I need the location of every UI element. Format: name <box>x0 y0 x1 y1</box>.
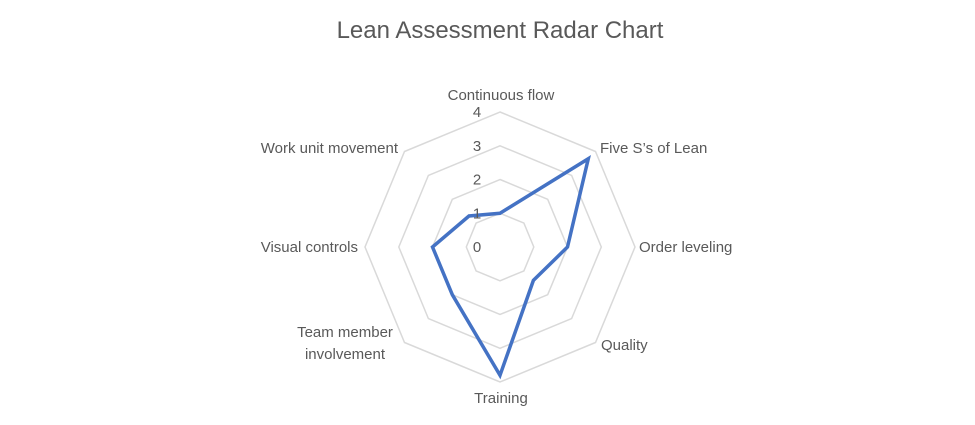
series-layer <box>430 154 591 380</box>
category-label-5: Team member involvement <box>297 324 393 363</box>
tick-label-4: 4 <box>473 104 481 121</box>
grid-ring-3 <box>397 144 603 350</box>
grid-ring-2 <box>431 178 569 316</box>
category-label-6: Visual controls <box>261 239 358 256</box>
category-labels: Continuous flow Five S’s of Lean Order lev… <box>261 87 733 407</box>
grid-ring-4 <box>364 111 636 383</box>
category-label-3: Quality <box>601 337 648 354</box>
tick-label-0: 0 <box>473 239 481 256</box>
series-line-0 <box>430 154 591 380</box>
tick-labels: 0 1 2 3 4 <box>473 104 481 256</box>
tick-label-3: 3 <box>473 138 481 155</box>
category-label-4: Training <box>474 390 528 407</box>
radar-grid <box>364 111 636 383</box>
chart-title: Lean Assessment Radar Chart <box>337 17 664 44</box>
tick-label-1: 1 <box>473 205 481 222</box>
category-label-1: Five S’s of Lean <box>600 140 707 157</box>
category-label-7: Work unit movement <box>261 140 399 157</box>
category-label-2: Order leveling <box>639 239 732 256</box>
grid-ring-1 <box>465 212 535 282</box>
tick-label-2: 2 <box>473 172 481 189</box>
category-label-0: Continuous flow <box>448 87 555 104</box>
